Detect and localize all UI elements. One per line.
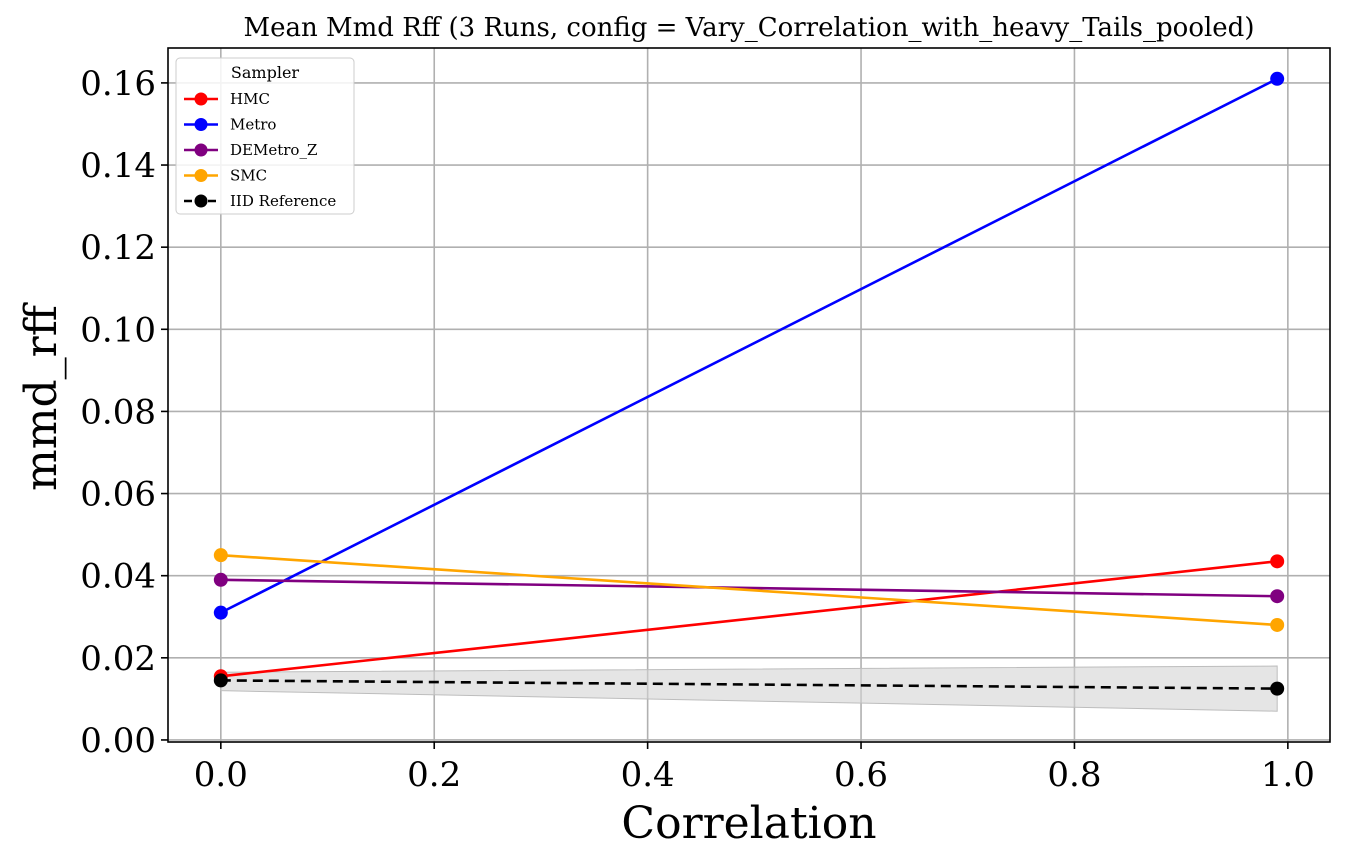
y-axis: 0.00 0.02 0.04 0.06 0.08 0.10 0.12 0.14 0.16: [80, 64, 168, 761]
data-point-iid-reference: [1270, 681, 1285, 696]
y-tick-label: 0.10: [80, 310, 156, 350]
data-point-hmc: [1270, 554, 1285, 569]
data-point-iid-reference: [213, 673, 228, 688]
legend-title: Sampler: [231, 63, 300, 82]
data-point-metro: [1270, 71, 1285, 86]
legend-item-smc: SMC: [184, 167, 267, 185]
legend-label-demetro-z: DEMetro_Z: [230, 141, 317, 159]
x-axis-label: Correlation: [621, 798, 876, 849]
legend-swatch-marker: [194, 143, 208, 157]
x-tick-label: 0.4: [621, 755, 675, 795]
legend-item-demetro-z: DEMetro_Z: [184, 141, 317, 159]
series-metro: [213, 71, 1285, 620]
series-line-smc: [220, 553, 1278, 627]
plot-frame: [167, 47, 1331, 743]
series-line-hmc: [220, 560, 1278, 678]
x-tick-label: 1.0: [1261, 755, 1315, 795]
data-point-metro: [213, 605, 228, 620]
y-tick-label: 0.08: [80, 392, 156, 432]
y-tick-label: 0.06: [80, 475, 156, 515]
legend-box: [175, 57, 355, 215]
y-axis-label: mmd_rff: [16, 302, 67, 491]
legend-label-smc: SMC: [230, 167, 267, 185]
series-line-iid-reference: [220, 679, 1278, 690]
legend-label-metro: Metro: [230, 116, 276, 134]
x-tick-label: 0.0: [194, 755, 248, 795]
data-point-smc: [1270, 617, 1285, 632]
data-point-demetro-z: [1270, 589, 1285, 604]
series-smc: [213, 548, 1285, 632]
x-tick-label: 0.8: [1047, 755, 1101, 795]
x-tick-label: 0.2: [407, 755, 461, 795]
data-point-demetro-z: [213, 572, 228, 587]
y-tick-label: 0.16: [80, 64, 156, 104]
chart-title: Mean Mmd Rff (3 Runs, config = Vary_Corr…: [244, 13, 1255, 43]
y-tick-label: 0.12: [80, 228, 156, 268]
series-lines: [213, 71, 1285, 696]
legend: Sampler HMC Metro DEMetro_Z SMC IID Referenc…: [175, 57, 355, 215]
legend-label-hmc: HMC: [230, 90, 270, 108]
x-axis: 0.0 0.2 0.4 0.6 0.8 1.0: [194, 742, 1315, 795]
legend-swatch-marker: [194, 118, 208, 131]
legend-swatch-marker: [194, 92, 208, 106]
legend-item-hmc: HMC: [184, 90, 270, 108]
legend-label-iid-reference: IID Reference: [230, 192, 336, 210]
legend-item-iid-reference: IID Reference: [184, 192, 336, 210]
legend-swatch-marker: [194, 169, 208, 182]
series-iid-reference: [213, 673, 1285, 696]
x-tick-label: 0.6: [834, 755, 888, 795]
series-line-metro: [220, 77, 1278, 614]
data-point-smc: [213, 548, 228, 563]
series-line-demetro-z: [220, 578, 1278, 598]
plot-area: [168, 48, 1330, 742]
y-tick-label: 0.02: [80, 639, 156, 679]
grid: [168, 48, 1330, 742]
y-tick-label: 0.04: [80, 557, 156, 597]
y-tick-label: 0.00: [80, 721, 156, 761]
series-demetro-z: [213, 572, 1285, 604]
legend-item-metro: Metro: [184, 116, 276, 134]
legend-swatch-marker: [194, 194, 208, 208]
y-tick-label: 0.14: [80, 146, 156, 186]
